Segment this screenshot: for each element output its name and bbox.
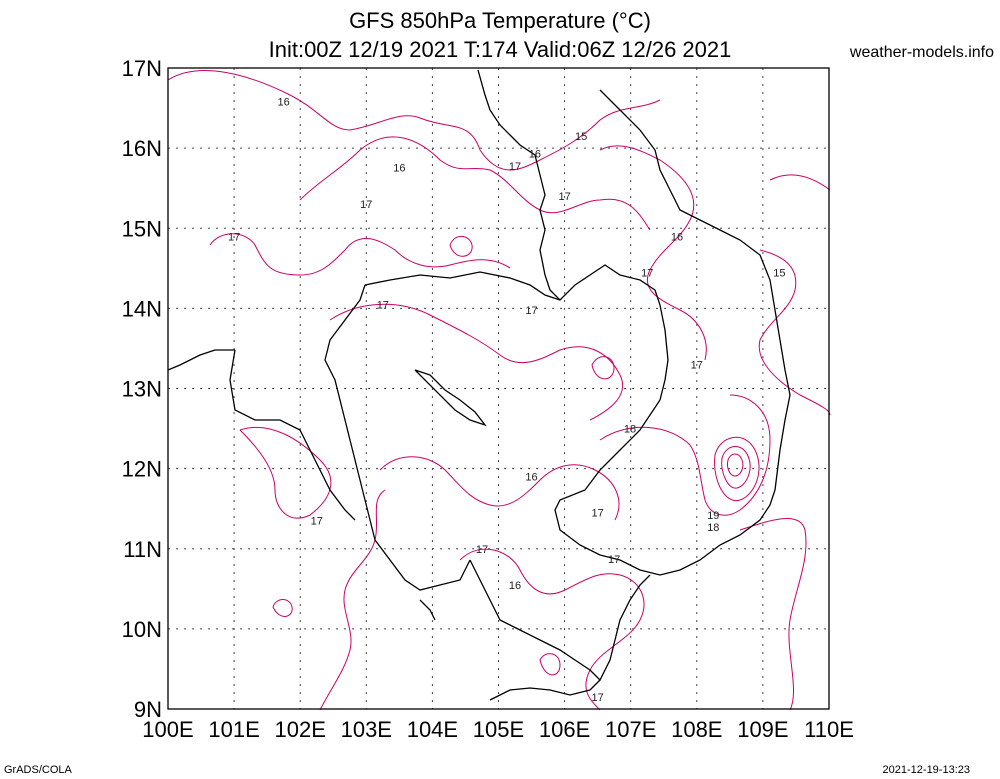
coastline-cambodia-north bbox=[364, 264, 669, 401]
contour-label: 17 bbox=[608, 554, 620, 566]
contour-vietnam-hot-1 bbox=[714, 436, 760, 502]
contour-cambodia-center bbox=[379, 456, 620, 521]
contour-label: 16 bbox=[278, 97, 290, 109]
contour-label: 17 bbox=[691, 359, 703, 371]
contour-label: 17 bbox=[641, 267, 653, 279]
coastline bbox=[167, 69, 791, 701]
credit-text: weather-models.info bbox=[849, 44, 994, 61]
contour-vietnam-18 bbox=[599, 394, 771, 516]
x-tick-label: 104E bbox=[407, 717, 458, 742]
x-tick-label: 108E bbox=[671, 717, 722, 742]
map-frame bbox=[167, 67, 830, 710]
x-tick-label: 102E bbox=[275, 717, 326, 742]
y-tick-label: 15N bbox=[122, 216, 162, 241]
footer-software: GrADS/COLA bbox=[4, 764, 72, 776]
footer-timestamp: 2021-12-19-13:23 bbox=[882, 764, 970, 776]
coastline-laos-thailand bbox=[477, 69, 561, 301]
contour-label: 17 bbox=[592, 508, 604, 520]
contour-label: 16 bbox=[509, 580, 521, 592]
coastline-cambodia-west bbox=[324, 284, 471, 591]
contour-laos-loop bbox=[599, 145, 707, 361]
contour-label: 16 bbox=[525, 472, 537, 484]
contour-vietnam-hot-2 bbox=[721, 446, 751, 489]
contour-label: 18 bbox=[707, 522, 719, 534]
coastline-gulf-thailand bbox=[167, 349, 356, 521]
coastline-tonle-sap bbox=[414, 369, 487, 427]
x-tick-label: 103E bbox=[341, 717, 392, 742]
contour-label: 17 bbox=[525, 305, 537, 317]
x-tick-label: 106E bbox=[539, 717, 590, 742]
contour-label: 15 bbox=[773, 267, 785, 279]
contour-label: 17 bbox=[228, 231, 240, 243]
contour-cambodia-west bbox=[239, 426, 332, 519]
y-tick-label: 12N bbox=[122, 457, 162, 482]
y-tick-label: 17N bbox=[122, 56, 162, 81]
contour-small-loop-2 bbox=[539, 653, 561, 676]
contour-label: 16 bbox=[529, 149, 541, 161]
contour-small-loop-1 bbox=[272, 599, 293, 617]
contour-label: 15 bbox=[575, 131, 587, 143]
contour-small-loop-3 bbox=[449, 235, 473, 257]
contour-label: 16 bbox=[671, 231, 683, 243]
axis-ticks: 100E 101E 102E 103E 104E 105E 106E 107E 108E 109E… bbox=[122, 56, 854, 742]
contour-south-east bbox=[739, 517, 807, 711]
x-tick-label: 110E bbox=[804, 717, 854, 742]
y-tick-label: 16N bbox=[122, 136, 162, 161]
contour-north-center bbox=[299, 136, 651, 231]
coastline-vietnam-east bbox=[599, 89, 791, 491]
x-tick-label: 107E bbox=[605, 717, 656, 742]
contour-central-band bbox=[329, 303, 624, 421]
contour-label: 19 bbox=[707, 510, 719, 522]
coastline-ca-mau bbox=[419, 599, 601, 701]
x-tick-label: 105E bbox=[473, 717, 524, 742]
coastline-mekong-delta bbox=[469, 559, 651, 682]
x-tick-label: 101E bbox=[208, 717, 259, 742]
y-tick-label: 9N bbox=[134, 697, 162, 722]
contour-west-lobe bbox=[209, 233, 511, 276]
contour-label: 17 bbox=[311, 516, 323, 528]
contour-east-coast bbox=[758, 174, 831, 416]
map-title: GFS 850hPa Temperature (°C) bbox=[349, 8, 651, 33]
contour-label: 18 bbox=[624, 424, 636, 436]
y-tick-label: 10N bbox=[122, 617, 162, 642]
gridlines bbox=[168, 68, 829, 709]
temperature-contours bbox=[167, 70, 831, 711]
y-tick-label: 14N bbox=[122, 296, 162, 321]
contour-label: 17 bbox=[377, 299, 389, 311]
y-tick-label: 11N bbox=[123, 537, 162, 562]
x-tick-label: 109E bbox=[737, 717, 788, 742]
contour-label: 17 bbox=[558, 191, 570, 203]
contour-label: 16 bbox=[393, 162, 405, 174]
contour-label: 17 bbox=[592, 692, 604, 704]
coastline-vietnam-south bbox=[554, 399, 776, 576]
map-subtitle: Init:00Z 12/19 2021 T:174 Valid:06Z 12/2… bbox=[268, 37, 732, 62]
y-tick-label: 13N bbox=[122, 377, 162, 402]
x-tick-label: 100E bbox=[142, 717, 193, 742]
contour-mekong-delta bbox=[459, 548, 645, 711]
contour-north-west bbox=[167, 70, 661, 171]
contour-vietnam-hot-3 bbox=[727, 453, 744, 477]
contour-label: 17 bbox=[360, 199, 372, 211]
contour-label: 17 bbox=[509, 161, 521, 173]
contour-small-loop-4 bbox=[591, 356, 615, 380]
contour-label: 17 bbox=[476, 544, 488, 556]
contour-south-west bbox=[319, 489, 386, 711]
